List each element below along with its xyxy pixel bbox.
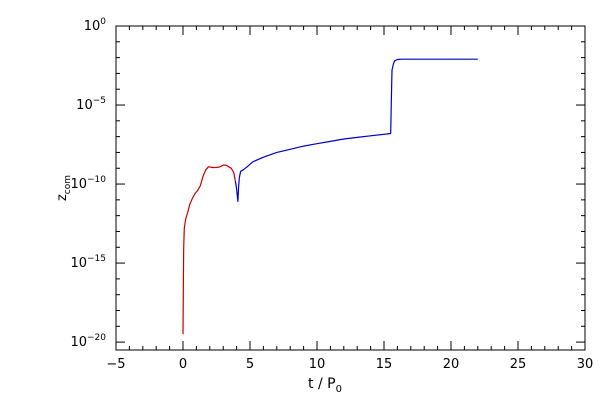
y-tick-label: 10−5 [76,96,106,113]
x-tick-label: 15 [376,357,393,372]
y-tick-label: 100 [84,17,107,34]
x-tick-label: 0 [179,357,187,372]
series-line-1 [182,164,236,335]
x-tick-label: 5 [246,357,254,372]
x-tick-label: 30 [577,357,594,372]
y-tick-label: 10−15 [70,254,106,271]
x-tick-label: 10 [309,357,326,372]
y-tick-label: 10−10 [70,175,106,192]
x-tick-label: 25 [510,357,527,372]
y-tick-label: 10−20 [70,333,106,350]
x-tick-labels: −5 0 5 10 15 20 25 30 [106,357,593,372]
series-layer [182,58,478,335]
y-axis-label: zcom [55,175,73,201]
x-axis-label: t / P0 [308,376,342,395]
x-tick-label: 20 [443,357,460,372]
x-axis-label-subscript: 0 [336,384,342,395]
plot-frame [115,25,586,351]
series-line-2 [234,58,478,202]
y-tick-labels: 100 10−5 10−10 10−15 10−20 [70,17,106,350]
x-tick-label: −5 [106,357,125,372]
y-axis-label-subscript: com [63,175,73,194]
axis-ticks [115,25,586,350]
